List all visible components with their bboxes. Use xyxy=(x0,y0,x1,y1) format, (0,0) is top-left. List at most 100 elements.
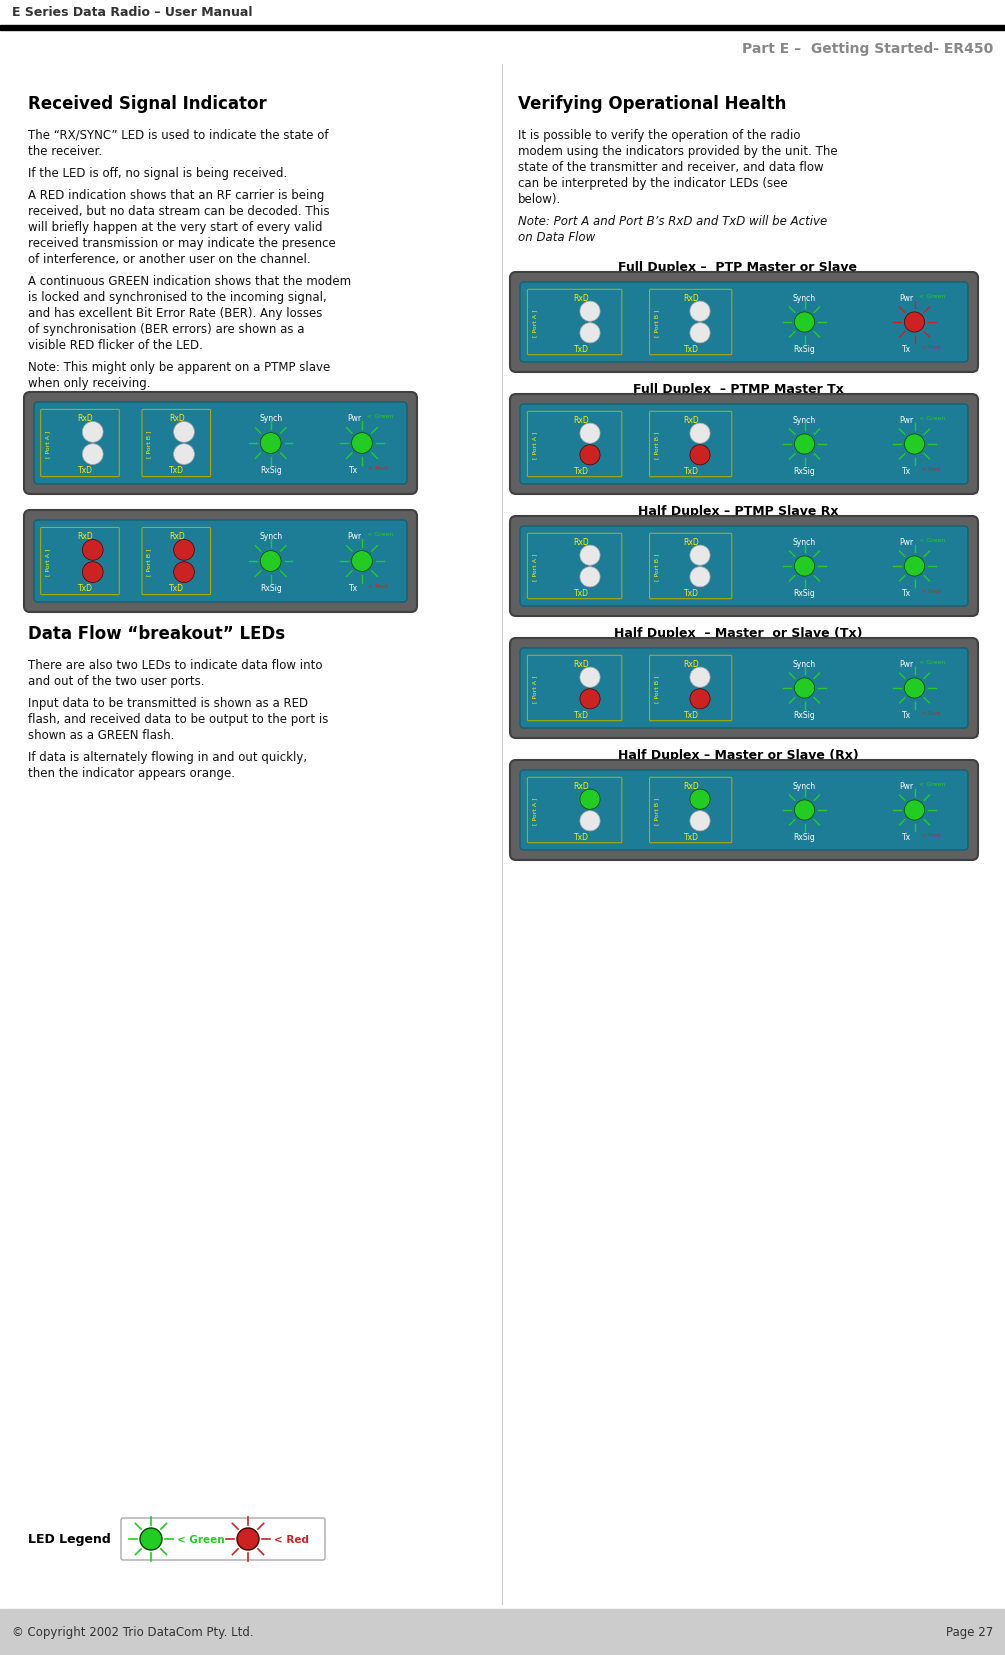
Text: RxSig: RxSig xyxy=(794,344,815,354)
Circle shape xyxy=(237,1528,259,1551)
Text: RxD: RxD xyxy=(683,415,698,425)
Bar xyxy=(0,0,1005,26)
Text: RxD: RxD xyxy=(573,538,589,546)
Text: Tx: Tx xyxy=(901,710,912,720)
Circle shape xyxy=(689,789,711,809)
Text: < Red: < Red xyxy=(369,467,388,472)
Text: Pwr: Pwr xyxy=(899,295,914,303)
Text: Half Duplex – Master or Slave (Rx): Half Duplex – Master or Slave (Rx) xyxy=(618,748,858,761)
FancyBboxPatch shape xyxy=(34,402,407,485)
Text: the receiver.: the receiver. xyxy=(28,146,103,157)
FancyBboxPatch shape xyxy=(24,392,417,495)
Text: < Green: < Green xyxy=(920,660,946,665)
Circle shape xyxy=(82,563,104,583)
Circle shape xyxy=(580,667,600,688)
Circle shape xyxy=(689,688,711,710)
Text: It is possible to verify the operation of the radio: It is possible to verify the operation o… xyxy=(518,129,801,142)
Text: RxD: RxD xyxy=(573,660,589,669)
Text: Tx: Tx xyxy=(350,467,359,475)
Text: Synch: Synch xyxy=(793,781,816,791)
FancyBboxPatch shape xyxy=(520,649,968,728)
Text: RxD: RxD xyxy=(169,414,185,424)
Text: [ Port A ]: [ Port A ] xyxy=(45,430,50,457)
FancyBboxPatch shape xyxy=(34,521,407,602)
Circle shape xyxy=(794,313,815,333)
FancyBboxPatch shape xyxy=(510,639,978,738)
Text: TxD: TxD xyxy=(78,467,93,475)
Text: < Green: < Green xyxy=(920,295,946,300)
Text: Page 27: Page 27 xyxy=(946,1625,993,1638)
Circle shape xyxy=(689,301,711,323)
Text: RxD: RxD xyxy=(683,781,698,791)
Circle shape xyxy=(580,568,600,588)
Text: Verifying Operational Health: Verifying Operational Health xyxy=(518,94,786,113)
Text: RxD: RxD xyxy=(683,295,698,303)
Bar xyxy=(0,30,1005,31)
Text: RxSig: RxSig xyxy=(794,710,815,720)
Text: Full Duplex  – PTMP Master Tx: Full Duplex – PTMP Master Tx xyxy=(632,382,843,396)
Text: If data is alternately flowing in and out quickly,: If data is alternately flowing in and ou… xyxy=(28,751,308,763)
FancyBboxPatch shape xyxy=(510,396,978,495)
Text: Half Duplex  – Master  or Slave (Tx): Half Duplex – Master or Slave (Tx) xyxy=(614,627,862,639)
Text: TxD: TxD xyxy=(683,467,698,475)
Text: visible RED flicker of the LED.: visible RED flicker of the LED. xyxy=(28,339,203,353)
Text: RxSig: RxSig xyxy=(794,832,815,841)
Text: Pwr: Pwr xyxy=(347,414,361,424)
Circle shape xyxy=(689,811,711,831)
Text: [ Port A ]: [ Port A ] xyxy=(532,309,537,336)
Text: RxSig: RxSig xyxy=(794,467,815,475)
Circle shape xyxy=(904,801,925,821)
Text: Note: This might only be apparent on a PTMP slave: Note: This might only be apparent on a P… xyxy=(28,361,331,374)
Text: [ Port B ]: [ Port B ] xyxy=(654,553,659,581)
Text: E Series Data Radio – User Manual: E Series Data Radio – User Manual xyxy=(12,7,252,20)
FancyBboxPatch shape xyxy=(520,526,968,607)
Text: < Green: < Green xyxy=(177,1534,225,1544)
Text: [ Port B ]: [ Port B ] xyxy=(654,796,659,824)
Text: Tx: Tx xyxy=(350,584,359,592)
Text: RxD: RxD xyxy=(573,781,589,791)
Circle shape xyxy=(689,568,711,588)
Text: < Red: < Red xyxy=(921,710,940,715)
FancyBboxPatch shape xyxy=(520,405,968,485)
Text: and has excellent Bit Error Rate (BER). Any losses: and has excellent Bit Error Rate (BER). … xyxy=(28,306,323,319)
Text: RxD: RxD xyxy=(683,660,698,669)
FancyBboxPatch shape xyxy=(121,1518,325,1561)
Text: Synch: Synch xyxy=(793,415,816,425)
Text: [ Port B ]: [ Port B ] xyxy=(147,430,152,457)
Circle shape xyxy=(794,435,815,455)
Text: Pwr: Pwr xyxy=(899,781,914,791)
Text: TxD: TxD xyxy=(683,588,698,597)
Text: TxD: TxD xyxy=(574,588,589,597)
Text: [ Port B ]: [ Port B ] xyxy=(654,309,659,336)
Text: Note: Port A and Port B’s RxD and TxD will be Active: Note: Port A and Port B’s RxD and TxD wi… xyxy=(518,215,827,228)
Text: Synch: Synch xyxy=(793,295,816,303)
Text: Tx: Tx xyxy=(901,588,912,597)
Text: TxD: TxD xyxy=(574,710,589,720)
Text: < Green: < Green xyxy=(920,415,946,420)
Text: [ Port A ]: [ Port A ] xyxy=(532,675,537,702)
Circle shape xyxy=(174,563,194,583)
Text: < Red: < Red xyxy=(921,832,940,837)
Text: A continuous GREEN indication shows that the modem: A continuous GREEN indication shows that… xyxy=(28,275,351,288)
Text: [ Port B ]: [ Port B ] xyxy=(654,675,659,702)
FancyBboxPatch shape xyxy=(510,273,978,372)
Text: Pwr: Pwr xyxy=(899,538,914,546)
Circle shape xyxy=(174,422,194,444)
Circle shape xyxy=(689,667,711,688)
Circle shape xyxy=(352,551,372,573)
Circle shape xyxy=(580,424,600,444)
Text: TxD: TxD xyxy=(683,710,698,720)
Text: A RED indication shows that an RF carrier is being: A RED indication shows that an RF carrie… xyxy=(28,189,325,202)
Text: Tx: Tx xyxy=(901,344,912,354)
Text: RxD: RxD xyxy=(573,415,589,425)
FancyBboxPatch shape xyxy=(520,771,968,851)
Text: Part E –  Getting Started- ER450: Part E – Getting Started- ER450 xyxy=(742,41,993,56)
Circle shape xyxy=(904,556,925,576)
Circle shape xyxy=(580,323,600,344)
Text: TxD: TxD xyxy=(78,584,93,592)
Text: [ Port B ]: [ Port B ] xyxy=(147,548,152,576)
Text: < Red: < Red xyxy=(921,588,940,592)
Text: LED Legend: LED Legend xyxy=(28,1533,111,1546)
Circle shape xyxy=(82,422,104,444)
Text: is locked and synchronised to the incoming signal,: is locked and synchronised to the incomi… xyxy=(28,291,327,305)
